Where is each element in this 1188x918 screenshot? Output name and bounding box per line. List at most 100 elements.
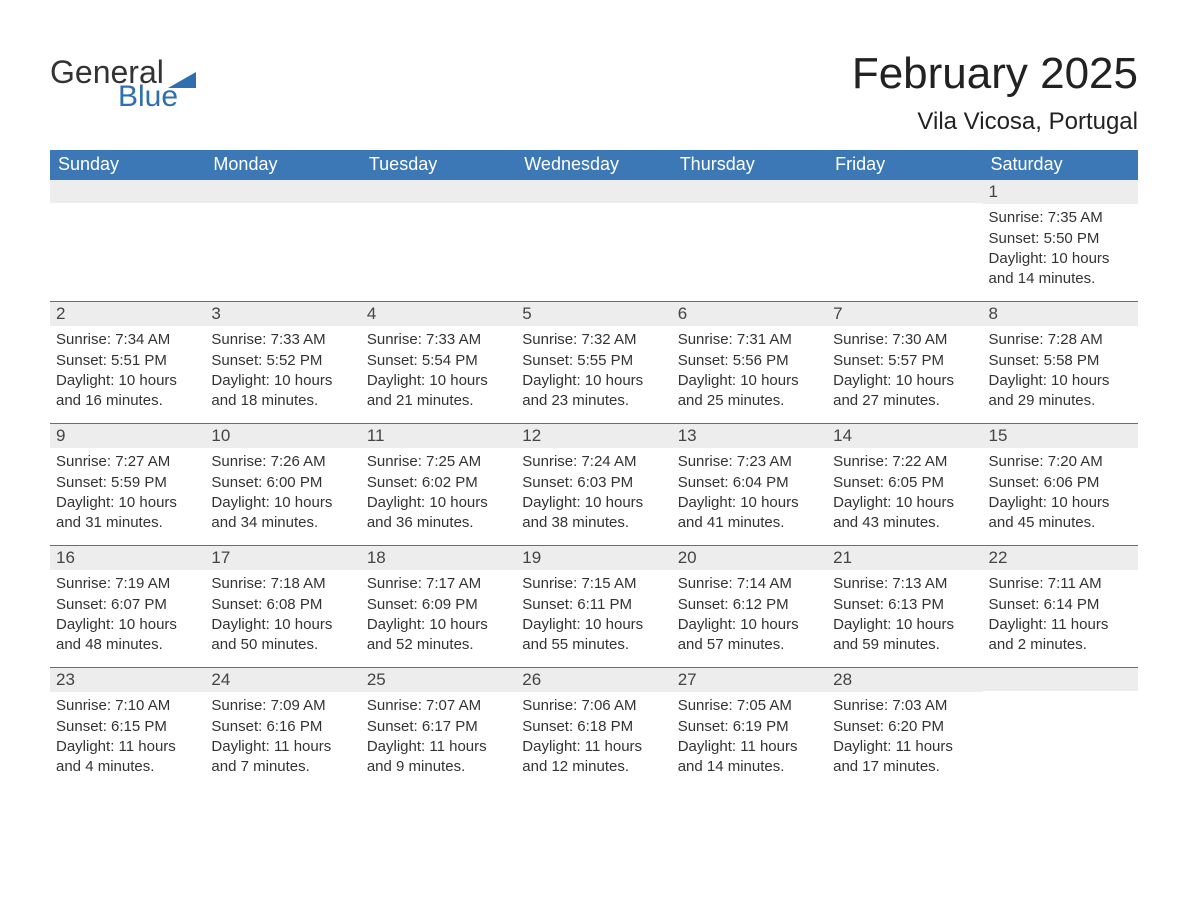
logo: General Blue (50, 50, 196, 112)
daylight-line: Daylight: 10 hours and 31 minutes. (56, 493, 199, 534)
calendar-day-cell: 3Sunrise: 7:33 AMSunset: 5:52 PMDaylight… (205, 301, 360, 423)
sunset-line: Sunset: 6:02 PM (367, 473, 510, 493)
sunset-line: Sunset: 6:18 PM (522, 717, 665, 737)
day-details: Sunrise: 7:33 AMSunset: 5:54 PMDaylight:… (361, 326, 516, 411)
daylight-line: Daylight: 10 hours and 21 minutes. (367, 371, 510, 412)
day-number: 4 (361, 301, 516, 326)
calendar-day-cell: 14Sunrise: 7:22 AMSunset: 6:05 PMDayligh… (827, 423, 982, 545)
sunset-line: Sunset: 6:05 PM (833, 473, 976, 493)
sunset-line: Sunset: 6:11 PM (522, 595, 665, 615)
day-number: 19 (516, 545, 671, 570)
calendar-week-row: 1Sunrise: 7:35 AMSunset: 5:50 PMDaylight… (50, 179, 1138, 301)
sunrise-line: Sunrise: 7:03 AM (833, 696, 976, 716)
day-number: 20 (672, 545, 827, 570)
sunset-line: Sunset: 5:50 PM (989, 229, 1132, 249)
sunrise-line: Sunrise: 7:35 AM (989, 208, 1132, 228)
day-details: Sunrise: 7:10 AMSunset: 6:15 PMDaylight:… (50, 692, 205, 777)
day-details: Sunrise: 7:09 AMSunset: 6:16 PMDaylight:… (205, 692, 360, 777)
calendar-week-row: 2Sunrise: 7:34 AMSunset: 5:51 PMDaylight… (50, 301, 1138, 423)
day-details: Sunrise: 7:22 AMSunset: 6:05 PMDaylight:… (827, 448, 982, 533)
day-number (205, 179, 360, 203)
day-number (827, 179, 982, 203)
day-number: 22 (983, 545, 1138, 570)
calendar-day-cell: 24Sunrise: 7:09 AMSunset: 6:16 PMDayligh… (205, 667, 360, 789)
sunset-line: Sunset: 6:08 PM (211, 595, 354, 615)
sunset-line: Sunset: 5:57 PM (833, 351, 976, 371)
daylight-line: Daylight: 10 hours and 16 minutes. (56, 371, 199, 412)
calendar-week-row: 23Sunrise: 7:10 AMSunset: 6:15 PMDayligh… (50, 667, 1138, 789)
day-details: Sunrise: 7:13 AMSunset: 6:13 PMDaylight:… (827, 570, 982, 655)
calendar-day-cell: 9Sunrise: 7:27 AMSunset: 5:59 PMDaylight… (50, 423, 205, 545)
month-title: February 2025 (852, 50, 1138, 98)
sunset-line: Sunset: 6:07 PM (56, 595, 199, 615)
daylight-line: Daylight: 10 hours and 27 minutes. (833, 371, 976, 412)
day-details: Sunrise: 7:05 AMSunset: 6:19 PMDaylight:… (672, 692, 827, 777)
daylight-line: Daylight: 10 hours and 23 minutes. (522, 371, 665, 412)
calendar-table: SundayMondayTuesdayWednesdayThursdayFrid… (50, 150, 1138, 789)
calendar-day-cell: 19Sunrise: 7:15 AMSunset: 6:11 PMDayligh… (516, 545, 671, 667)
day-header: Sunday (50, 150, 205, 179)
calendar-day-cell (516, 179, 671, 301)
calendar-week-row: 16Sunrise: 7:19 AMSunset: 6:07 PMDayligh… (50, 545, 1138, 667)
calendar-day-cell: 8Sunrise: 7:28 AMSunset: 5:58 PMDaylight… (983, 301, 1138, 423)
sunrise-line: Sunrise: 7:18 AM (211, 574, 354, 594)
calendar-day-cell (361, 179, 516, 301)
daylight-line: Daylight: 10 hours and 52 minutes. (367, 615, 510, 656)
day-number: 9 (50, 423, 205, 448)
sunrise-line: Sunrise: 7:11 AM (989, 574, 1132, 594)
calendar-day-cell: 25Sunrise: 7:07 AMSunset: 6:17 PMDayligh… (361, 667, 516, 789)
day-number (983, 667, 1138, 691)
day-details: Sunrise: 7:32 AMSunset: 5:55 PMDaylight:… (516, 326, 671, 411)
calendar-day-cell (205, 179, 360, 301)
daylight-line: Daylight: 11 hours and 17 minutes. (833, 737, 976, 778)
daylight-line: Daylight: 10 hours and 45 minutes. (989, 493, 1132, 534)
day-details: Sunrise: 7:35 AMSunset: 5:50 PMDaylight:… (983, 204, 1138, 289)
sunrise-line: Sunrise: 7:32 AM (522, 330, 665, 350)
day-header: Saturday (983, 150, 1138, 179)
sunrise-line: Sunrise: 7:17 AM (367, 574, 510, 594)
sunrise-line: Sunrise: 7:25 AM (367, 452, 510, 472)
day-header: Monday (205, 150, 360, 179)
day-details: Sunrise: 7:14 AMSunset: 6:12 PMDaylight:… (672, 570, 827, 655)
calendar-day-cell (827, 179, 982, 301)
daylight-line: Daylight: 10 hours and 48 minutes. (56, 615, 199, 656)
day-number: 5 (516, 301, 671, 326)
day-details: Sunrise: 7:25 AMSunset: 6:02 PMDaylight:… (361, 448, 516, 533)
day-number: 11 (361, 423, 516, 448)
day-details: Sunrise: 7:33 AMSunset: 5:52 PMDaylight:… (205, 326, 360, 411)
sunset-line: Sunset: 6:17 PM (367, 717, 510, 737)
calendar-day-cell: 7Sunrise: 7:30 AMSunset: 5:57 PMDaylight… (827, 301, 982, 423)
sunrise-line: Sunrise: 7:14 AM (678, 574, 821, 594)
daylight-line: Daylight: 11 hours and 4 minutes. (56, 737, 199, 778)
day-number: 21 (827, 545, 982, 570)
day-header: Thursday (672, 150, 827, 179)
daylight-line: Daylight: 11 hours and 2 minutes. (989, 615, 1132, 656)
day-number: 17 (205, 545, 360, 570)
day-number: 7 (827, 301, 982, 326)
day-number (361, 179, 516, 203)
sunrise-line: Sunrise: 7:06 AM (522, 696, 665, 716)
sunset-line: Sunset: 6:20 PM (833, 717, 976, 737)
sunset-line: Sunset: 5:54 PM (367, 351, 510, 371)
day-number (50, 179, 205, 203)
calendar-day-cell (983, 667, 1138, 789)
sunset-line: Sunset: 6:04 PM (678, 473, 821, 493)
day-header: Wednesday (516, 150, 671, 179)
day-number: 2 (50, 301, 205, 326)
calendar-day-cell: 1Sunrise: 7:35 AMSunset: 5:50 PMDaylight… (983, 179, 1138, 301)
sunset-line: Sunset: 5:58 PM (989, 351, 1132, 371)
day-details: Sunrise: 7:23 AMSunset: 6:04 PMDaylight:… (672, 448, 827, 533)
day-number: 27 (672, 667, 827, 692)
calendar-day-cell (672, 179, 827, 301)
sunrise-line: Sunrise: 7:33 AM (211, 330, 354, 350)
day-details: Sunrise: 7:15 AMSunset: 6:11 PMDaylight:… (516, 570, 671, 655)
sunset-line: Sunset: 6:09 PM (367, 595, 510, 615)
sunrise-line: Sunrise: 7:34 AM (56, 330, 199, 350)
daylight-line: Daylight: 10 hours and 59 minutes. (833, 615, 976, 656)
day-details: Sunrise: 7:20 AMSunset: 6:06 PMDaylight:… (983, 448, 1138, 533)
daylight-line: Daylight: 10 hours and 41 minutes. (678, 493, 821, 534)
day-number: 18 (361, 545, 516, 570)
calendar-week-row: 9Sunrise: 7:27 AMSunset: 5:59 PMDaylight… (50, 423, 1138, 545)
day-details: Sunrise: 7:28 AMSunset: 5:58 PMDaylight:… (983, 326, 1138, 411)
sunset-line: Sunset: 5:56 PM (678, 351, 821, 371)
